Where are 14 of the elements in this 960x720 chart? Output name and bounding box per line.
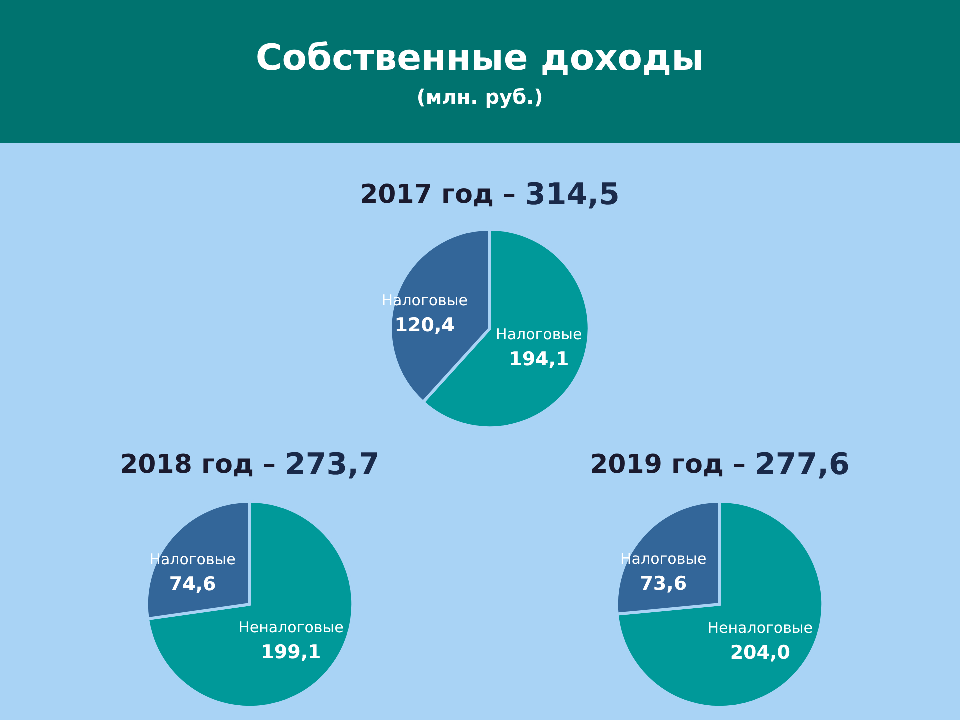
data-label: 204,0 — [730, 642, 790, 664]
data-label: 199,1 — [261, 641, 322, 664]
text: (млн. руб.) — [416, 85, 544, 109]
data-label: 73,6 — [640, 572, 688, 595]
text: Собственные доходы — [254, 38, 706, 79]
data-label: 120,4 — [394, 314, 455, 337]
chart-title: 2018 год – 273,7 — [120, 448, 380, 482]
slice-label: Налоговые — [496, 326, 582, 344]
data-label: 194,1 — [509, 348, 570, 371]
data-label: 74,6 — [169, 574, 216, 596]
slice-label: Неналоговые — [708, 619, 813, 638]
chart-title: 2019 год – 277,6 — [590, 448, 850, 482]
chart-title: 2017 год – 314,5 — [360, 178, 620, 212]
slice-label: Неналоговые — [238, 618, 344, 636]
